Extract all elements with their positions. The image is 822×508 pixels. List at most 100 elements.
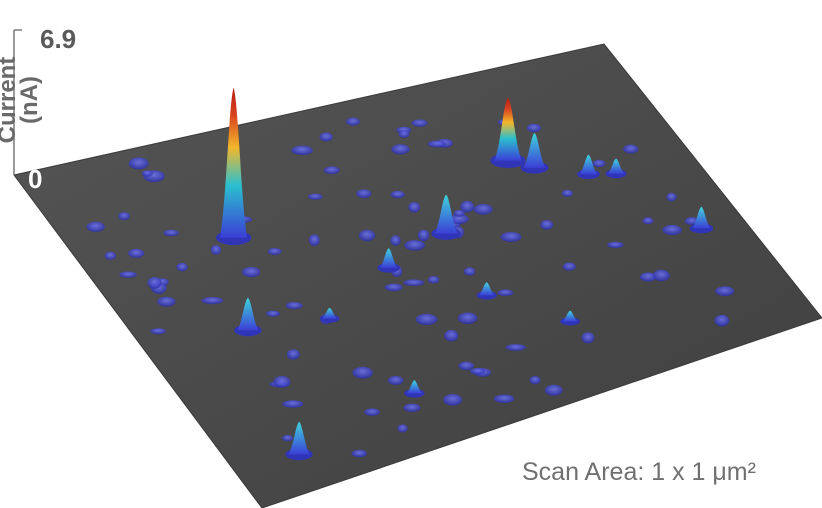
surface-bump bbox=[666, 192, 677, 202]
surface-bump bbox=[561, 189, 573, 197]
surface-bump bbox=[147, 277, 162, 289]
surface-bump bbox=[408, 202, 421, 213]
surface-bump bbox=[157, 296, 176, 307]
surface-bump bbox=[653, 269, 670, 282]
surface-bump bbox=[444, 329, 459, 342]
current-peak bbox=[608, 158, 625, 174]
surface-bump bbox=[319, 132, 333, 142]
surface-bump bbox=[118, 212, 130, 221]
surface-bump bbox=[242, 266, 261, 278]
surface-bump bbox=[176, 262, 188, 272]
surface-bump bbox=[384, 283, 403, 292]
surface-bump bbox=[427, 276, 440, 284]
surface-bump bbox=[163, 229, 179, 237]
z-axis-max-label: 6.9 bbox=[40, 24, 77, 54]
surface-bump bbox=[404, 240, 426, 251]
surface-bump bbox=[390, 235, 401, 246]
surface-bump bbox=[266, 310, 280, 317]
z-axis-title: Current (nA) bbox=[0, 30, 43, 170]
surface-bump bbox=[449, 214, 469, 225]
surface-bump bbox=[352, 366, 373, 379]
surface-bump bbox=[119, 271, 137, 278]
current-peak bbox=[692, 206, 711, 229]
surface-bump bbox=[356, 189, 372, 199]
surface-bump bbox=[104, 251, 117, 260]
z-axis-title-line2: (nA) bbox=[16, 76, 43, 124]
surface-bump bbox=[351, 449, 367, 458]
current-peak bbox=[562, 310, 578, 322]
surface-bump bbox=[398, 130, 410, 139]
surface-bump bbox=[267, 248, 282, 255]
surface-bump bbox=[403, 279, 425, 287]
surface-bump bbox=[128, 248, 145, 258]
surface-bump bbox=[286, 349, 300, 360]
surface-bump bbox=[662, 224, 682, 236]
surface-bump bbox=[86, 221, 105, 232]
surface-bump bbox=[460, 200, 475, 213]
surface-plane bbox=[13, 43, 822, 508]
surface-bump bbox=[469, 367, 486, 375]
surface-bump bbox=[443, 394, 463, 406]
surface-bump bbox=[497, 289, 514, 297]
surface-bump bbox=[592, 159, 606, 168]
surface-bump bbox=[526, 123, 542, 133]
current-peak bbox=[220, 87, 248, 238]
current-peak bbox=[434, 194, 458, 234]
surface-bump bbox=[417, 229, 430, 241]
surface-bump bbox=[390, 190, 405, 199]
surface-bump bbox=[397, 424, 408, 433]
surface-bump bbox=[500, 232, 522, 242]
current-peak bbox=[380, 248, 398, 268]
surface-bump bbox=[493, 394, 515, 403]
surface-bump bbox=[458, 312, 478, 324]
current-peak bbox=[288, 421, 310, 455]
surface-bump bbox=[285, 302, 303, 310]
surface-bump bbox=[463, 267, 476, 276]
surface-bump bbox=[291, 145, 314, 155]
surface-bump bbox=[323, 166, 340, 175]
surface-bump bbox=[623, 144, 639, 154]
surface-bump bbox=[364, 408, 380, 416]
surface-bump bbox=[403, 403, 421, 412]
surface-bump bbox=[346, 117, 360, 126]
surface-bump bbox=[642, 217, 654, 225]
peak-markers bbox=[216, 87, 714, 461]
background-blobs bbox=[86, 117, 735, 458]
surface-bump bbox=[411, 119, 428, 127]
surface-bump bbox=[714, 314, 730, 327]
voltage-label: V = 80mV bbox=[20, 442, 132, 470]
surface-bump bbox=[282, 400, 304, 408]
current-peak bbox=[579, 154, 598, 175]
surface-bump bbox=[387, 375, 404, 385]
scan-area-label: Scan Area: 1 x 1 μm² bbox=[522, 458, 756, 486]
surface-bump bbox=[128, 157, 149, 170]
current-peak bbox=[406, 380, 423, 394]
surface-bump bbox=[529, 376, 541, 385]
current-peak bbox=[494, 97, 522, 161]
surface-bump bbox=[210, 245, 222, 255]
surface-bump bbox=[540, 219, 554, 230]
surface-bump bbox=[150, 328, 166, 335]
current-peak bbox=[237, 297, 259, 331]
surface-bump bbox=[308, 234, 320, 246]
surface-bump bbox=[307, 193, 323, 200]
measurement-conditions: T = 300 K V = 80mV bbox=[20, 402, 132, 474]
surface-bump bbox=[545, 384, 563, 396]
current-peak bbox=[478, 282, 495, 296]
surface-bump bbox=[273, 376, 291, 388]
temperature-label: T = 300 K bbox=[20, 406, 131, 434]
surface-bump bbox=[458, 361, 474, 371]
surface-bump bbox=[282, 434, 294, 442]
surface-bump bbox=[473, 204, 493, 215]
surface-bump bbox=[141, 170, 153, 177]
surface-bump bbox=[607, 241, 624, 249]
surface-bump bbox=[415, 313, 438, 325]
surface-bump bbox=[562, 262, 576, 271]
surface-bump bbox=[358, 229, 376, 242]
surface-bump bbox=[391, 144, 410, 155]
surface-bump bbox=[581, 332, 595, 344]
surface-bump bbox=[715, 286, 735, 297]
z-axis-min-label: 0 bbox=[28, 164, 43, 194]
surface-bump bbox=[453, 209, 465, 217]
